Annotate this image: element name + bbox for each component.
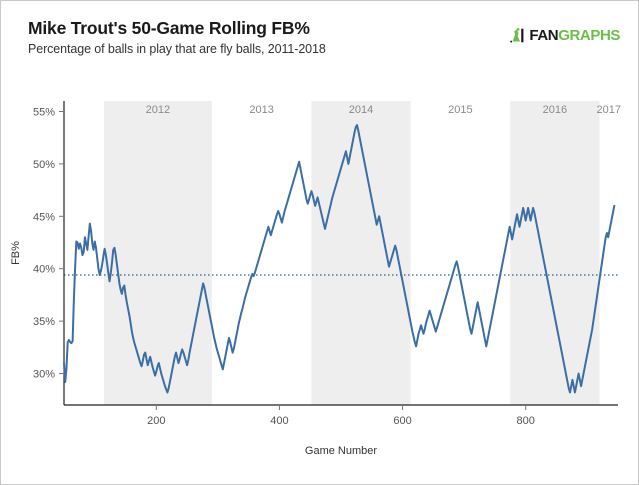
y-tick-label: 55%: [33, 106, 55, 118]
season-band-label-2017: 2017: [597, 104, 621, 116]
logo-text-graphs: GRAPHS: [558, 26, 620, 44]
season-band-label-2015: 2015: [448, 104, 472, 116]
fb-percent-line-chart: 2012 2013 2014 2015 2016 2017 30% 35% 40% 45% 50%…: [10, 101, 621, 457]
page-title: Mike Trout's 50-Game Rolling FB%: [28, 18, 310, 38]
y-axis-title: FB%: [10, 241, 22, 265]
season-band-label-2014: 2014: [349, 104, 373, 116]
y-tick-label: 30%: [33, 369, 55, 381]
chart-container: 2012 2013 2014 2015 2016 2017 30% 35% 40% 45% 50%…: [1, 77, 638, 484]
x-tick-label: 600: [393, 415, 411, 427]
data-line-layer: [63, 124, 616, 394]
season-band-label-2012: 2012: [146, 104, 170, 116]
y-tick-label: 35%: [33, 316, 55, 328]
axes-layer: [59, 101, 618, 410]
data-series-line: [63, 124, 616, 394]
x-axis-title: Game Number: [305, 445, 377, 457]
season-band-2012: [104, 101, 212, 405]
season-band-label-2016: 2016: [543, 104, 567, 116]
season-bands-layer: 2012 2013 2014 2015 2016 2017: [104, 101, 621, 405]
fangraphs-runner-icon: [510, 26, 528, 44]
fangraphs-logo[interactable]: FAN GRAPHS: [510, 25, 620, 45]
x-tick-label: 200: [147, 415, 165, 427]
logo-text-fan: FAN: [529, 26, 559, 44]
season-band-label-2013: 2013: [249, 104, 273, 116]
y-tick-label: 40%: [33, 264, 55, 276]
chart-header: Mike Trout's 50-Game Rolling FB% Percent…: [1, 1, 638, 77]
season-band-2016: [510, 101, 600, 405]
y-tick-label: 45%: [33, 211, 55, 223]
page-subtitle: Percentage of balls in play that are fly…: [28, 42, 326, 56]
x-tick-label: 800: [516, 415, 534, 427]
y-tick-label: 50%: [33, 159, 55, 171]
x-tick-label: 400: [270, 415, 288, 427]
axis-labels-layer: 30% 35% 40% 45% 50% 55% 200 400 600 800 Game Numbe…: [10, 106, 535, 457]
